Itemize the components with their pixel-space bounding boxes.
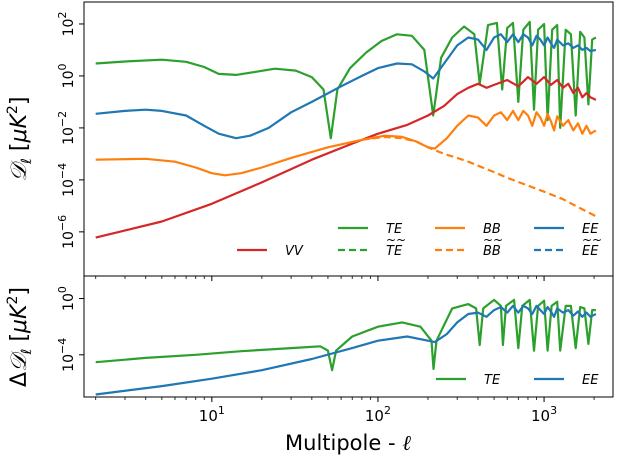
series-line-bb-tilde [361, 135, 597, 218]
series-line-ee [95, 304, 597, 396]
top-y-axis-label: 𝒟ℓ [μK2] [5, 97, 35, 182]
y-tick-label: 100 [56, 64, 77, 89]
legend-tilde: ~~ [582, 233, 602, 247]
legend-label: TE [386, 244, 403, 259]
series-line-te [95, 298, 596, 372]
legend-label: TE [484, 373, 501, 388]
legend-tilde: ~~ [386, 233, 406, 247]
series-line-vv [95, 76, 597, 239]
x-tick-label: 103 [531, 404, 557, 425]
series-line-bb [95, 109, 597, 177]
y-tick-label: 10−6 [56, 215, 77, 249]
series-line-te [95, 20, 597, 140]
bottom-panel: 100 10−4 101 102 103 TE EE Δ𝒟ℓ [μK2] Multipo… [5, 275, 614, 455]
bottom-x-ticks: 101 102 103 [95, 397, 595, 425]
y-tick-label: 10−2 [56, 111, 77, 145]
bottom-y-axis-label: Δ𝒟ℓ [μK2] [5, 287, 35, 387]
legend-label: EE [582, 373, 599, 388]
bottom-y-ticks: 100 10−4 [56, 286, 84, 372]
legend-label: TE [386, 222, 403, 237]
x-tick-label: 102 [365, 404, 391, 425]
legend-label: BB [483, 244, 501, 259]
top-y-ticks: 102 100 10−2 10−4 10−6 [56, 12, 595, 281]
bottom-legend: TE EE [436, 373, 599, 388]
y-tick-label: 10−4 [56, 163, 77, 197]
bottom-series [95, 298, 597, 396]
y-tick-label: 100 [56, 286, 77, 311]
x-tick-label: 101 [199, 404, 225, 425]
legend-tilde: ~~ [483, 233, 503, 247]
y-tick-label: 102 [56, 12, 77, 37]
top-series [95, 20, 597, 239]
bottom-axes-frame [83, 275, 614, 398]
legend-label: BB [483, 222, 501, 237]
legend-label: VV [285, 244, 304, 259]
legend-label: EE [582, 244, 599, 259]
y-tick-label: 10−4 [56, 338, 77, 372]
series-line-ee [95, 33, 597, 140]
legend-label: EE [582, 222, 599, 237]
x-axis-label: Multipole - ℓ [285, 431, 411, 455]
